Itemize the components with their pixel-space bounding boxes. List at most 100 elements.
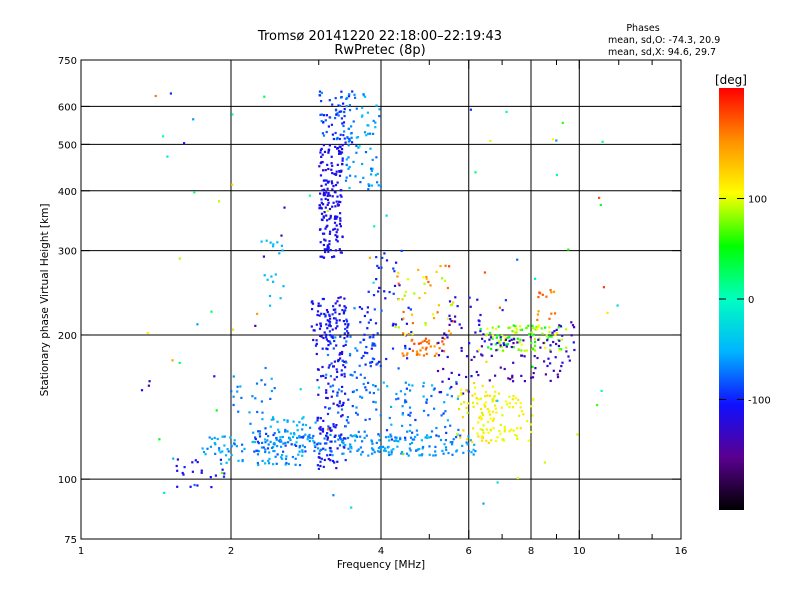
data-point: [546, 364, 549, 368]
data-point: [435, 270, 438, 273]
data-point: [146, 331, 149, 335]
data-point: [401, 318, 404, 321]
data-point: [561, 334, 564, 337]
data-point: [339, 436, 342, 439]
data-point: [414, 435, 417, 438]
data-point: [322, 169, 325, 172]
data-point: [219, 458, 222, 461]
data-point: [256, 440, 259, 443]
data-point: [296, 424, 299, 427]
data-point: [501, 309, 504, 312]
data-point: [325, 389, 328, 392]
data-point: [324, 250, 327, 254]
data-point: [328, 116, 331, 119]
data-point: [278, 431, 281, 434]
data-point: [345, 340, 348, 343]
data-point: [536, 313, 539, 316]
data-point: [359, 321, 362, 324]
data-point: [270, 377, 273, 380]
data-point: [328, 323, 331, 326]
data-point: [356, 413, 359, 416]
data-point: [325, 434, 328, 437]
data-point: [459, 434, 462, 437]
data-point: [363, 436, 366, 439]
data-point: [458, 373, 461, 376]
y-axis-label: Stationary phase Virtual Height [km]: [39, 204, 51, 397]
data-point: [462, 429, 465, 432]
data-point: [324, 376, 327, 379]
data-point: [326, 432, 329, 435]
data-point: [554, 312, 557, 315]
data-point: [355, 411, 358, 414]
data-point: [334, 317, 337, 320]
data-point: [411, 438, 414, 441]
data-point: [378, 108, 381, 111]
data-point: [455, 382, 458, 385]
data-point: [473, 443, 476, 446]
data-point: [325, 333, 328, 336]
data-point: [320, 120, 323, 123]
data-point: [338, 145, 341, 148]
data-point: [477, 349, 480, 352]
data-point: [371, 442, 374, 445]
data-point: [451, 441, 454, 444]
data-point: [341, 414, 344, 417]
data-point: [333, 435, 336, 438]
data-point: [335, 319, 338, 322]
data-point: [336, 391, 339, 394]
data-point: [334, 184, 338, 187]
data-point: [531, 347, 534, 350]
data-point: [339, 194, 342, 197]
data-point: [368, 256, 371, 259]
data-point: [301, 449, 304, 452]
data-point: [316, 443, 319, 446]
data-point: [316, 379, 319, 382]
data-point: [505, 345, 508, 348]
data-point: [258, 430, 262, 433]
data-point: [334, 117, 337, 120]
data-point: [341, 235, 344, 238]
data-point: [386, 385, 389, 388]
data-point: [504, 400, 507, 403]
data-point: [344, 444, 347, 447]
data-point: [223, 472, 226, 475]
data-point: [232, 328, 235, 331]
data-point: [460, 388, 463, 391]
data-point: [485, 360, 488, 363]
data-point: [454, 315, 457, 318]
data-point: [340, 433, 343, 436]
data-point: [449, 318, 452, 321]
data-point: [543, 461, 546, 464]
data-point: [602, 286, 605, 289]
data-point: [335, 170, 338, 173]
data-point: [377, 433, 380, 436]
data-point: [349, 443, 352, 446]
data-point: [463, 401, 466, 404]
data-point: [442, 350, 446, 353]
data-point: [445, 448, 448, 452]
data-point: [504, 336, 507, 339]
data-point: [425, 436, 428, 439]
data-point: [322, 134, 326, 137]
data-point: [403, 294, 406, 297]
data-point: [341, 122, 344, 125]
data-point: [323, 437, 326, 440]
data-point: [329, 317, 332, 320]
data-point: [308, 433, 311, 436]
data-point: [596, 404, 599, 407]
data-point: [398, 284, 401, 287]
data-point: [478, 323, 481, 326]
data-point: [327, 180, 330, 183]
data-point: [409, 443, 412, 446]
data-point: [369, 147, 372, 150]
data-point: [342, 320, 345, 323]
data-point: [488, 410, 491, 413]
data-point: [329, 216, 332, 219]
data-point: [382, 449, 386, 452]
data-point: [476, 350, 479, 353]
data-point: [272, 245, 275, 248]
data-point: [548, 335, 551, 338]
data-point: [534, 277, 537, 280]
y-tick-label: 400: [58, 187, 77, 198]
